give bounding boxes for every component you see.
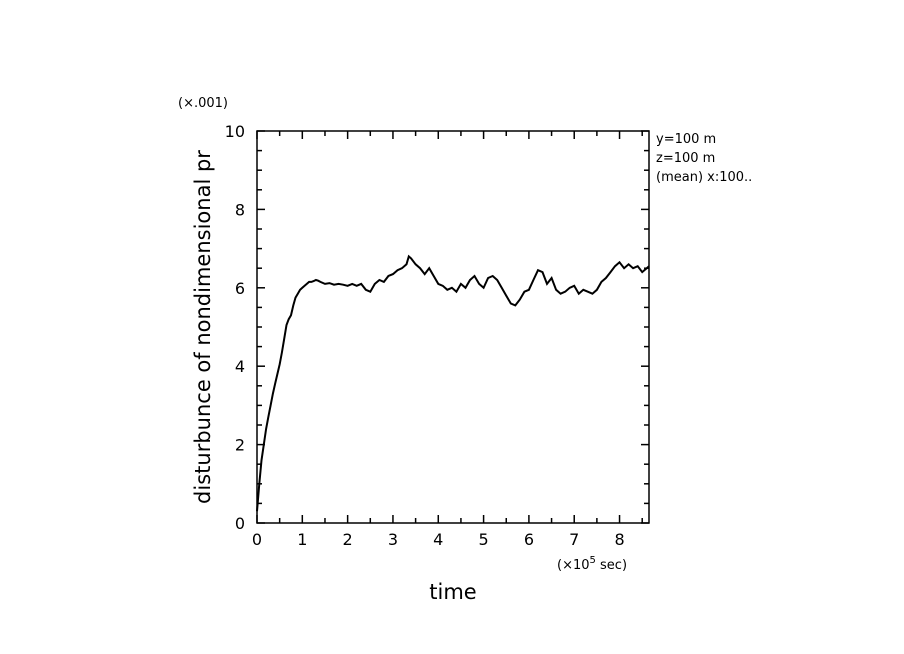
x-tick-label: 4 [433, 530, 443, 549]
y-tick-label: 6 [235, 279, 245, 298]
x-tick-label: 5 [478, 530, 488, 549]
y-axis-title: disturbunce of nondimensional pr [191, 150, 215, 504]
annotation-y: y=100 m [656, 132, 716, 147]
y-tick-label: 4 [235, 357, 245, 376]
annotation-mean: (mean) x:100.. [656, 170, 752, 185]
series-line [256, 254, 650, 512]
y-scale-label: (×.001) [178, 96, 228, 111]
x-tick-label: 8 [614, 530, 624, 549]
x-tick-label: 3 [388, 530, 398, 549]
plot-frame [256, 130, 650, 524]
annotation-z: z=100 m [656, 151, 715, 166]
y-tick-labels: 0 2 4 6 8 10 [225, 122, 245, 533]
x-tick-label: 1 [297, 530, 307, 549]
x-scale-label: (×105 sec) [557, 555, 627, 573]
x-tick-label: 6 [524, 530, 534, 549]
x-axis-title: time [429, 580, 476, 604]
x-tick-label: 7 [569, 530, 579, 549]
y-tick-label: 10 [225, 122, 245, 141]
y-tick-label: 8 [235, 200, 245, 219]
x-tick-labels: 0 1 2 3 4 5 6 7 8 [252, 530, 625, 549]
y-tick-label: 0 [235, 514, 245, 533]
x-tick-label: 0 [252, 530, 262, 549]
x-tick-label: 2 [343, 530, 353, 549]
y-tick-label: 2 [235, 436, 245, 455]
axis-ticks [256, 130, 649, 524]
